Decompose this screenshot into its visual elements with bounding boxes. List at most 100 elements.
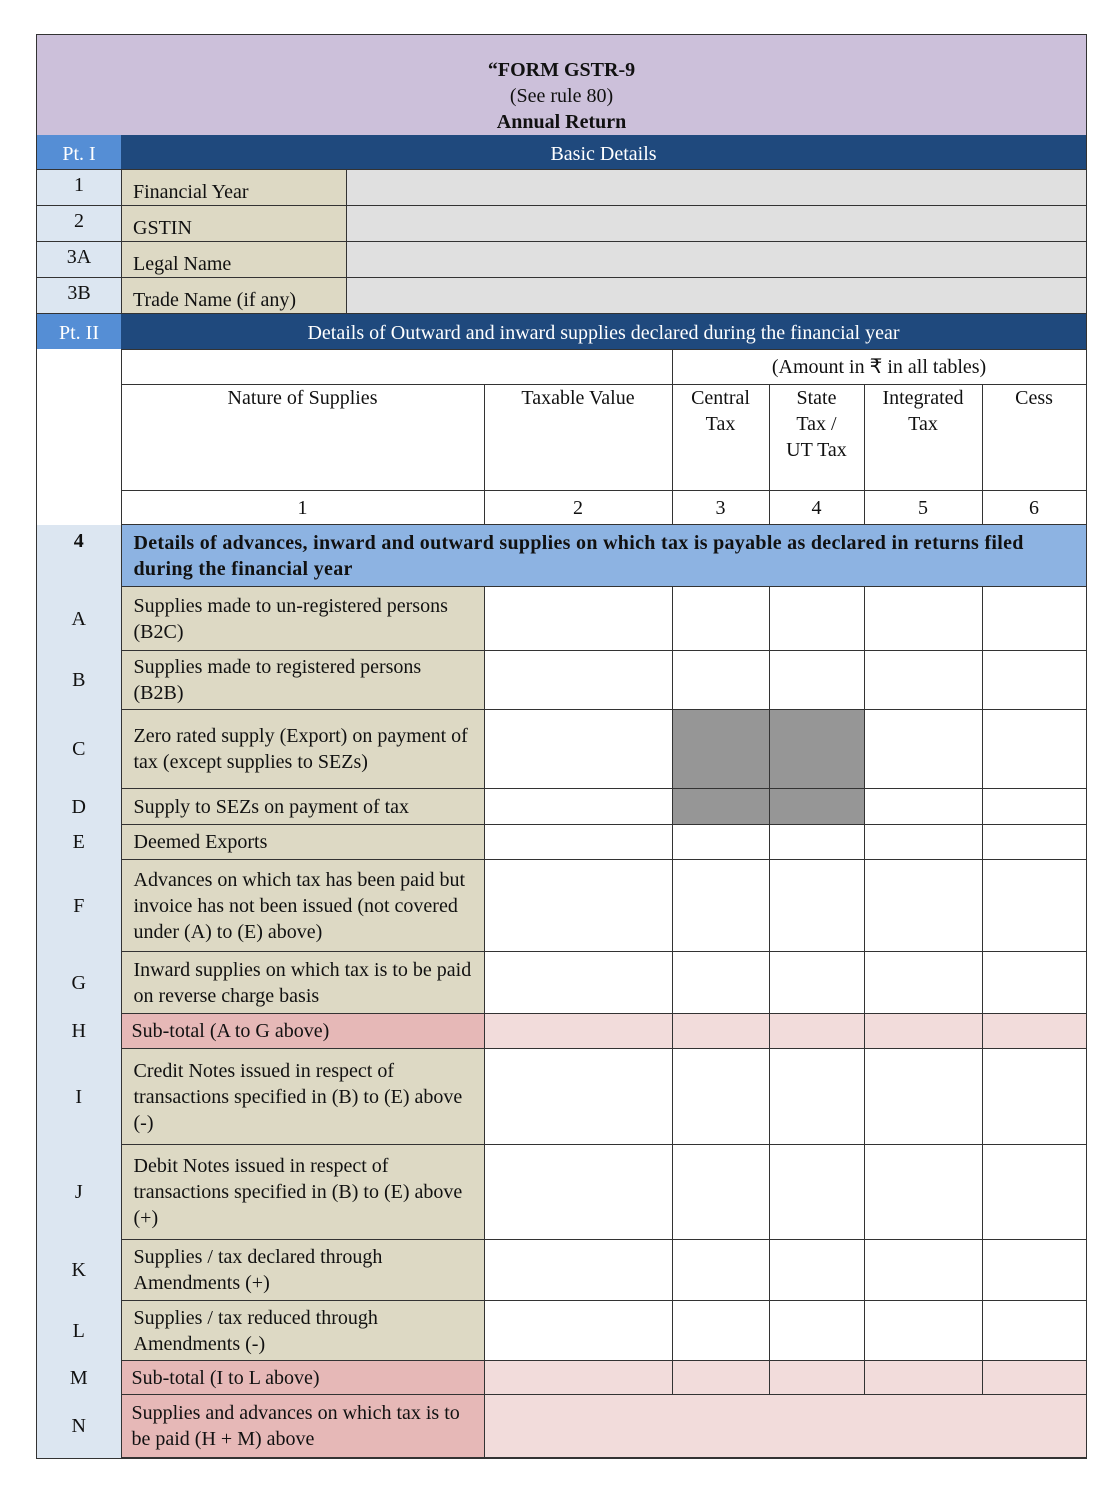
value-cell[interactable] [863, 824, 983, 860]
value-cell[interactable] [863, 650, 983, 710]
field-value-input[interactable] [347, 170, 1086, 205]
value-cell[interactable] [981, 1013, 1087, 1049]
value-cell[interactable] [981, 1239, 1087, 1301]
value-cell[interactable] [768, 1360, 865, 1395]
value-cell[interactable] [863, 951, 983, 1014]
row-label: Sub-total (I to L above) [120, 1360, 485, 1395]
field-label: Legal Name [121, 242, 347, 277]
column-header: State Tax / UT Tax [768, 384, 865, 491]
column-number: 6 [981, 490, 1087, 525]
table-row: C Zero rated supply (Export) on payment … [37, 709, 1087, 789]
value-cell[interactable] [671, 1048, 770, 1145]
value-cell[interactable] [768, 650, 865, 710]
table-row: N Supplies and advances on which tax is … [37, 1394, 1087, 1458]
row-label: Inward supplies on which tax is to be pa… [120, 951, 485, 1014]
value-cell[interactable] [981, 859, 1087, 952]
value-cell[interactable] [768, 824, 865, 860]
value-cell[interactable] [483, 824, 673, 860]
value-cell[interactable] [483, 1300, 673, 1361]
row-key: M [37, 1360, 122, 1395]
value-cell[interactable] [483, 1144, 673, 1240]
row-label: Supply to SEZs on payment of tax [120, 788, 485, 825]
form-name: “FORM GSTR-9 [487, 59, 636, 81]
value-cell[interactable] [768, 1013, 865, 1049]
value-cell[interactable] [483, 951, 673, 1014]
value-cell[interactable] [671, 1239, 770, 1301]
field-label: GSTIN [121, 206, 347, 241]
value-cell[interactable] [671, 859, 770, 952]
value-cell[interactable] [768, 1239, 865, 1301]
value-cell[interactable] [981, 951, 1087, 1014]
part2-label: Pt. II [37, 314, 121, 349]
value-cell[interactable] [483, 788, 673, 825]
value-cell[interactable] [981, 1144, 1087, 1240]
value-cell[interactable] [671, 1360, 770, 1395]
table-row: E Deemed Exports [37, 824, 1087, 860]
value-cell[interactable] [981, 1048, 1087, 1145]
value-cell[interactable] [768, 859, 865, 952]
value-cell[interactable] [671, 951, 770, 1014]
value-cell[interactable] [483, 1013, 673, 1049]
value-cell[interactable] [863, 1013, 983, 1049]
total-value-cell[interactable] [483, 1394, 1087, 1458]
column-number: 3 [671, 490, 770, 525]
value-cell [768, 709, 865, 789]
value-cell[interactable] [768, 1144, 865, 1240]
value-cell[interactable] [483, 1239, 673, 1301]
value-cell[interactable] [981, 709, 1087, 789]
row-label: Supplies / tax reduced through Amendment… [120, 1300, 485, 1361]
basic-detail-row: 3A Legal Name [37, 241, 1086, 277]
value-cell [768, 788, 865, 825]
basic-detail-row: 2 GSTIN [37, 205, 1086, 241]
value-cell[interactable] [483, 650, 673, 710]
field-value-input[interactable] [347, 278, 1086, 313]
value-cell[interactable] [863, 1144, 983, 1240]
value-cell[interactable] [863, 788, 983, 825]
form-title: “FORM GSTR-9 (See rule 80) Annual Return [37, 35, 1086, 135]
table-row: H Sub-total (A to G above) [37, 1013, 1087, 1049]
value-cell[interactable] [863, 1048, 983, 1145]
value-cell[interactable] [671, 1013, 770, 1049]
column-header: Integrated Tax [863, 384, 983, 491]
value-cell[interactable] [981, 1300, 1087, 1361]
value-cell[interactable] [768, 586, 865, 651]
value-cell[interactable] [483, 859, 673, 952]
row-key: F [37, 859, 122, 952]
value-cell[interactable] [768, 1300, 865, 1361]
value-cell[interactable] [768, 951, 865, 1014]
field-value-input[interactable] [347, 206, 1086, 241]
value-cell[interactable] [863, 1300, 983, 1361]
table-row: K Supplies / tax declared through Amendm… [37, 1239, 1087, 1301]
value-cell[interactable] [671, 824, 770, 860]
value-cell[interactable] [768, 1048, 865, 1145]
value-cell[interactable] [863, 586, 983, 651]
value-cell[interactable] [671, 1300, 770, 1361]
amount-note: (Amount in ₹ in all tables) [671, 349, 1087, 385]
field-label: Trade Name (if any) [121, 278, 347, 313]
row-label: Supplies made to un-registered persons (… [120, 586, 485, 651]
value-cell[interactable] [483, 1048, 673, 1145]
value-cell[interactable] [863, 1360, 983, 1395]
field-value-input[interactable] [347, 242, 1086, 277]
part1-heading: Basic Details [550, 143, 657, 165]
value-cell[interactable] [671, 1144, 770, 1240]
table-row: G Inward supplies on which tax is to be … [37, 951, 1087, 1014]
value-cell[interactable] [863, 859, 983, 952]
row-key: K [37, 1239, 122, 1301]
value-cell[interactable] [483, 586, 673, 651]
value-cell[interactable] [863, 1239, 983, 1301]
row-label: Credit Notes issued in respect of transa… [120, 1048, 485, 1145]
value-cell[interactable] [981, 650, 1087, 710]
value-cell[interactable] [483, 709, 673, 789]
value-cell[interactable] [981, 788, 1087, 825]
row-key: I [37, 1048, 122, 1145]
value-cell[interactable] [981, 824, 1087, 860]
row-label: Zero rated supply (Export) on payment of… [120, 709, 485, 789]
table-row: M Sub-total (I to L above) [37, 1360, 1087, 1395]
value-cell[interactable] [671, 650, 770, 710]
value-cell[interactable] [981, 586, 1087, 651]
value-cell[interactable] [863, 709, 983, 789]
value-cell[interactable] [671, 586, 770, 651]
value-cell[interactable] [981, 1360, 1087, 1395]
value-cell[interactable] [483, 1360, 673, 1395]
